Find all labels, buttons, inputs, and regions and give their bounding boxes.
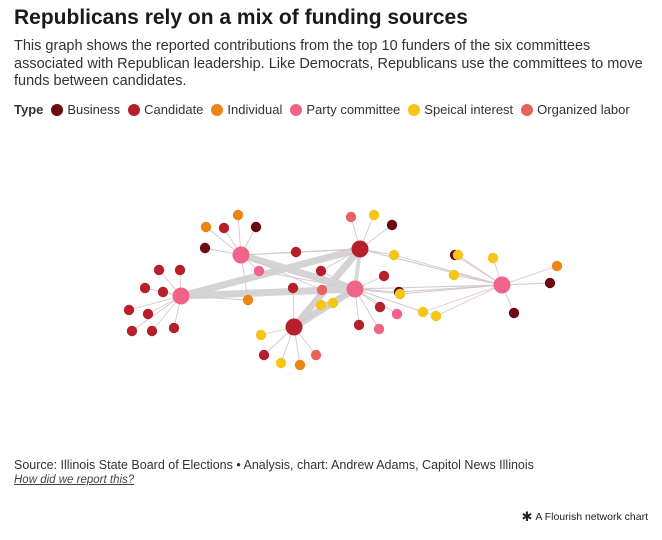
funder-node[interactable] — [123, 304, 135, 316]
funder-node[interactable] — [430, 310, 442, 322]
funder-node[interactable] — [126, 325, 138, 337]
funder-node[interactable] — [394, 288, 406, 300]
legend-item-party-committee[interactable]: Party committee — [290, 102, 400, 117]
legend-swatch-business — [51, 103, 64, 116]
chart-title: Republicans rely on a mix of funding sou… — [14, 6, 468, 29]
network-nodes — [123, 209, 563, 371]
funder-link — [180, 295, 249, 301]
funder-node[interactable] — [253, 265, 265, 277]
funder-node[interactable] — [374, 301, 386, 313]
funder-node[interactable] — [199, 242, 211, 254]
funder-node[interactable] — [378, 270, 390, 282]
legend-swatch-candidate — [128, 103, 141, 116]
funder-node[interactable] — [544, 277, 556, 289]
funder-node[interactable] — [353, 319, 365, 331]
legend-swatch-special-interest — [408, 103, 421, 116]
flourish-credit-label: A Flourish network chart — [535, 511, 648, 523]
legend-item-candidate[interactable]: Candidate — [128, 102, 203, 117]
legend-item-organized-labor[interactable]: Organized labor — [521, 102, 630, 117]
legend-item-special-interest[interactable]: Speical interest — [408, 102, 513, 117]
funder-node[interactable] — [508, 307, 520, 319]
hub-link — [177, 245, 364, 300]
hub-links-heavy — [177, 245, 364, 331]
funder-link — [399, 284, 503, 295]
funder-node[interactable] — [373, 323, 385, 335]
funder-link — [457, 254, 503, 286]
chart-subtitle: This graph shows the reported contributi… — [14, 38, 643, 89]
funder-node[interactable] — [368, 209, 380, 221]
legend-swatch-party-committee — [290, 103, 303, 116]
funder-node[interactable] — [218, 222, 230, 234]
funder-link — [295, 248, 361, 253]
legend-swatch-individual — [211, 103, 224, 116]
legend: Type Business Candidate Individual Party… — [14, 102, 638, 117]
funder-node[interactable] — [275, 357, 287, 369]
funder-node[interactable] — [452, 249, 464, 261]
funder-link — [258, 270, 356, 290]
network-chart[interactable] — [0, 125, 662, 445]
funder-link — [422, 284, 503, 313]
funder-link — [131, 295, 182, 332]
funder-node[interactable] — [287, 282, 299, 294]
methodology-link[interactable]: How did we report this? — [14, 474, 135, 486]
legend-label-business: Business — [67, 102, 121, 117]
funder-node[interactable] — [139, 282, 151, 294]
funder-node[interactable] — [448, 269, 460, 281]
funder-node[interactable] — [290, 246, 302, 258]
funder-node[interactable] — [417, 306, 429, 318]
funder-node[interactable] — [255, 329, 267, 341]
hub-link — [290, 245, 364, 331]
funder-node[interactable] — [168, 322, 180, 334]
legend-swatch-organized-labor — [521, 103, 534, 116]
funder-node[interactable] — [153, 264, 165, 276]
funder-link — [240, 254, 323, 291]
legend-label-organized-labor: Organized labor — [537, 102, 630, 117]
funder-node[interactable] — [345, 211, 357, 223]
funder-node[interactable] — [294, 359, 306, 371]
funder-node[interactable] — [146, 325, 158, 337]
hub-node[interactable] — [285, 318, 303, 336]
funder-node[interactable] — [232, 209, 244, 221]
hub-link — [237, 251, 359, 293]
funder-node[interactable] — [386, 219, 398, 231]
funder-link — [240, 251, 297, 256]
hub-link — [359, 248, 503, 286]
funder-node[interactable] — [242, 294, 254, 306]
hub-link — [354, 284, 503, 290]
hub-node[interactable] — [493, 276, 511, 294]
legend-label-individual: Individual — [227, 102, 283, 117]
funder-node[interactable] — [200, 221, 212, 233]
funder-link — [128, 295, 182, 311]
funder-link — [501, 265, 558, 286]
legend-label-candidate: Candidate — [144, 102, 204, 117]
funder-node[interactable] — [174, 264, 186, 276]
hub-node[interactable] — [346, 280, 364, 298]
flourish-credit[interactable]: ✱ A Flourish network chart — [521, 509, 648, 525]
asterisk-icon: ✱ — [521, 509, 533, 524]
hub-node[interactable] — [351, 240, 369, 258]
legend-label-party-committee: Party committee — [306, 102, 401, 117]
legend-item-individual[interactable]: Individual — [211, 102, 282, 117]
source-note: Source: Illinois State Board of Election… — [14, 458, 534, 472]
funder-node[interactable] — [315, 265, 327, 277]
funder-node[interactable] — [310, 349, 322, 361]
funder-node[interactable] — [250, 221, 262, 233]
hub-node[interactable] — [232, 246, 250, 264]
funder-node[interactable] — [551, 260, 563, 272]
funder-node[interactable] — [327, 297, 339, 309]
legend-title: Type — [14, 102, 44, 117]
funder-node[interactable] — [316, 284, 328, 296]
funder-node[interactable] — [258, 349, 270, 361]
funder-node[interactable] — [388, 249, 400, 261]
legend-label-special-interest: Speical interest — [424, 102, 514, 117]
funder-node[interactable] — [142, 308, 154, 320]
funder-node[interactable] — [391, 308, 403, 320]
funder-node[interactable] — [157, 286, 169, 298]
hub-node[interactable] — [172, 287, 190, 305]
legend-item-business[interactable]: Business — [51, 102, 120, 117]
funder-link — [393, 254, 503, 286]
funder-node[interactable] — [487, 252, 499, 264]
funder-node[interactable] — [315, 299, 327, 311]
funder-link — [435, 284, 503, 317]
